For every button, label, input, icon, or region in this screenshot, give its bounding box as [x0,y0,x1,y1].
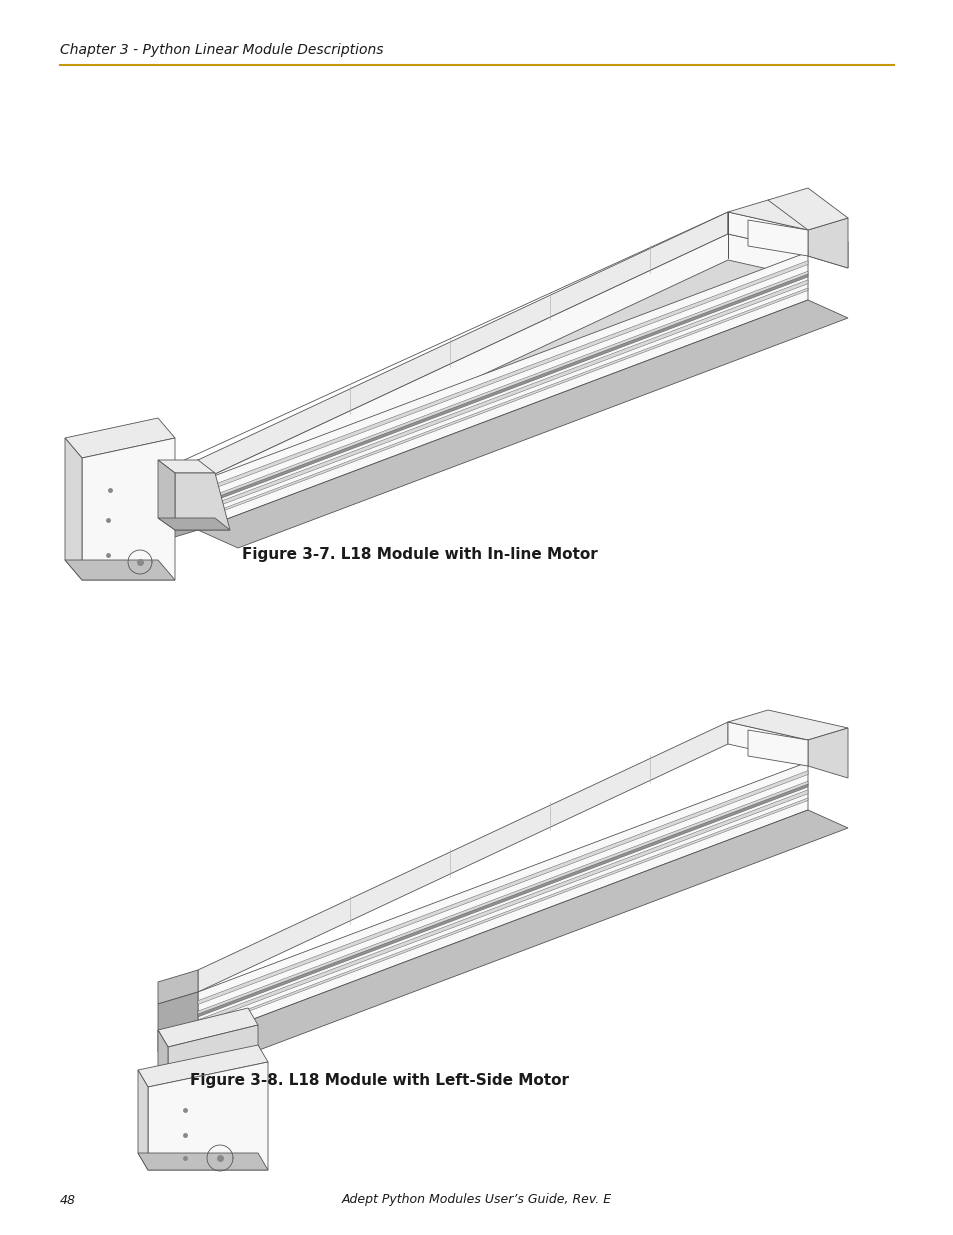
Polygon shape [168,1025,257,1087]
Polygon shape [198,272,807,505]
Polygon shape [174,473,230,530]
Polygon shape [198,300,847,548]
Text: 48: 48 [60,1193,76,1207]
Polygon shape [198,261,807,526]
Polygon shape [138,1153,268,1170]
Polygon shape [807,230,847,268]
Polygon shape [727,200,847,230]
Polygon shape [198,790,807,1024]
Polygon shape [198,798,807,1030]
Polygon shape [198,233,807,500]
Polygon shape [158,459,198,494]
Polygon shape [158,1008,257,1047]
Polygon shape [198,261,807,494]
Polygon shape [198,782,807,1015]
Polygon shape [198,722,727,992]
Polygon shape [198,280,807,514]
Polygon shape [198,288,807,520]
Polygon shape [158,459,174,530]
Polygon shape [198,252,807,530]
Polygon shape [158,517,230,530]
Polygon shape [807,219,847,268]
Polygon shape [65,438,82,580]
Polygon shape [158,1030,168,1087]
Text: Adept Python Modules User’s Guide, Rev. E: Adept Python Modules User’s Guide, Rev. … [341,1193,612,1207]
Polygon shape [727,710,847,740]
Text: Figure 3-8. L18 Module with Left-Side Motor: Figure 3-8. L18 Module with Left-Side Mo… [191,1072,569,1088]
Polygon shape [807,727,847,778]
Polygon shape [198,784,807,1016]
Text: Chapter 3 - Python Linear Module Descriptions: Chapter 3 - Python Linear Module Descrip… [60,43,383,57]
Polygon shape [158,969,198,1004]
Polygon shape [767,188,847,230]
Polygon shape [158,482,198,542]
Polygon shape [138,1045,268,1087]
Polygon shape [727,212,807,252]
Polygon shape [198,810,847,1058]
Polygon shape [65,417,174,458]
Polygon shape [158,992,198,1052]
Polygon shape [727,722,807,762]
Polygon shape [158,212,727,472]
Polygon shape [198,762,807,1040]
Polygon shape [158,459,198,494]
Polygon shape [198,274,807,506]
Polygon shape [198,212,727,482]
Polygon shape [747,220,807,256]
Polygon shape [747,730,807,766]
Polygon shape [198,771,807,1004]
Text: Figure 3-7. L18 Module with In-line Motor: Figure 3-7. L18 Module with In-line Moto… [242,547,598,562]
Polygon shape [82,438,174,580]
Polygon shape [65,559,174,580]
Polygon shape [158,459,214,473]
Polygon shape [148,1062,268,1170]
Polygon shape [138,1070,148,1170]
